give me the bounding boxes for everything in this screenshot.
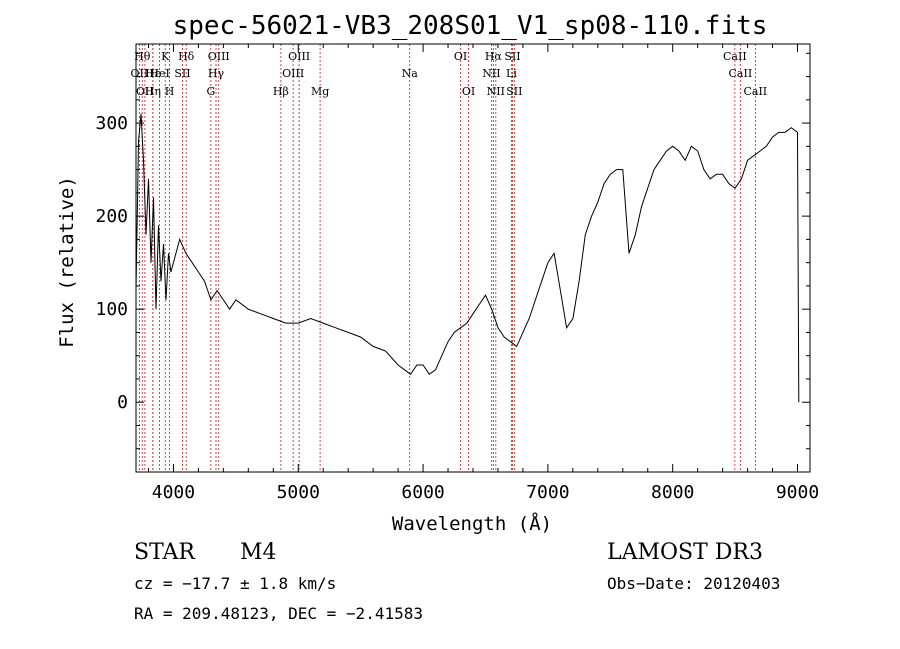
observation-date: Obs−Date: 20120403 [607, 574, 781, 593]
y-tick-label-2: 200 [95, 206, 128, 227]
line-label-13: Hβ [273, 85, 289, 98]
x-tick-label-5: 9000 [776, 482, 819, 503]
line-label-24: SII [504, 50, 520, 63]
line-label-15: OIII [288, 50, 310, 63]
y-axis: 0 100 200 300 [95, 52, 810, 450]
x-tick-label-2: 6000 [401, 482, 444, 503]
object-subclass: M4 [240, 540, 277, 565]
line-label-21: Hα [485, 50, 503, 63]
redshift-velocity: cz = −17.7 ± 1.8 km/s [134, 574, 337, 593]
x-axis: 4000 5000 6000 7000 8000 9000 [147, 44, 819, 503]
line-label-23: Li [506, 67, 517, 80]
emission-line-markers [138, 44, 756, 472]
line-label-9: Hδ [178, 50, 195, 63]
y-tick-label-3: 300 [95, 113, 128, 134]
x-tick-label-1: 5000 [277, 482, 320, 503]
line-label-10: G [206, 85, 215, 98]
line-label-25: SII [506, 85, 522, 98]
flux-series-line [135, 113, 800, 403]
line-label-14: OIII [282, 67, 304, 80]
line-label-18: OI [454, 50, 467, 63]
coordinates: RA = 209.48123, DEC = −2.41583 [134, 604, 423, 623]
x-axis-label: Wavelength (Å) [392, 512, 552, 535]
x-tick-label-4: 8000 [651, 482, 694, 503]
line-label-17: Na [402, 67, 419, 80]
line-label-22: NII [487, 85, 505, 98]
line-label-1: Hθ [134, 50, 151, 63]
object-class: STAR [134, 540, 195, 565]
y-axis-label: Flux (relative) [56, 176, 78, 348]
line-label-2: OII [136, 85, 154, 98]
line-label-8: SII [174, 67, 190, 80]
line-label-28: CaII [743, 85, 767, 98]
chart-title: spec-56021-VB3_208S01_V1_sp08-110.fits [173, 11, 768, 41]
line-label-4: Hε [145, 67, 161, 80]
line-label-19: OI [462, 85, 475, 98]
line-label-3: Hη [145, 85, 161, 98]
y-tick-label-1: 100 [95, 299, 128, 320]
line-label-6: K [161, 50, 170, 63]
line-label-5: HeI [149, 67, 169, 80]
line-label-7: H [165, 85, 175, 98]
emission-line-labels: OIIHθOIIHηHεHeIKHSIIHδGHγOIIIHβOIIIOIIIM… [131, 50, 768, 98]
line-label-11: Hγ [208, 67, 225, 80]
line-label-26: CaII [723, 50, 747, 63]
line-label-0: OII [131, 67, 149, 80]
survey-name: LAMOST DR3 [607, 540, 763, 565]
line-label-27: CaII [729, 67, 753, 80]
x-tick-label-0: 4000 [152, 482, 195, 503]
line-label-16: Mg [311, 85, 329, 98]
line-label-20: NII [482, 67, 500, 80]
x-tick-label-3: 7000 [526, 482, 569, 503]
line-label-12: OIII [208, 50, 230, 63]
y-tick-label-0: 0 [117, 392, 128, 413]
plot-frame [135, 43, 811, 473]
